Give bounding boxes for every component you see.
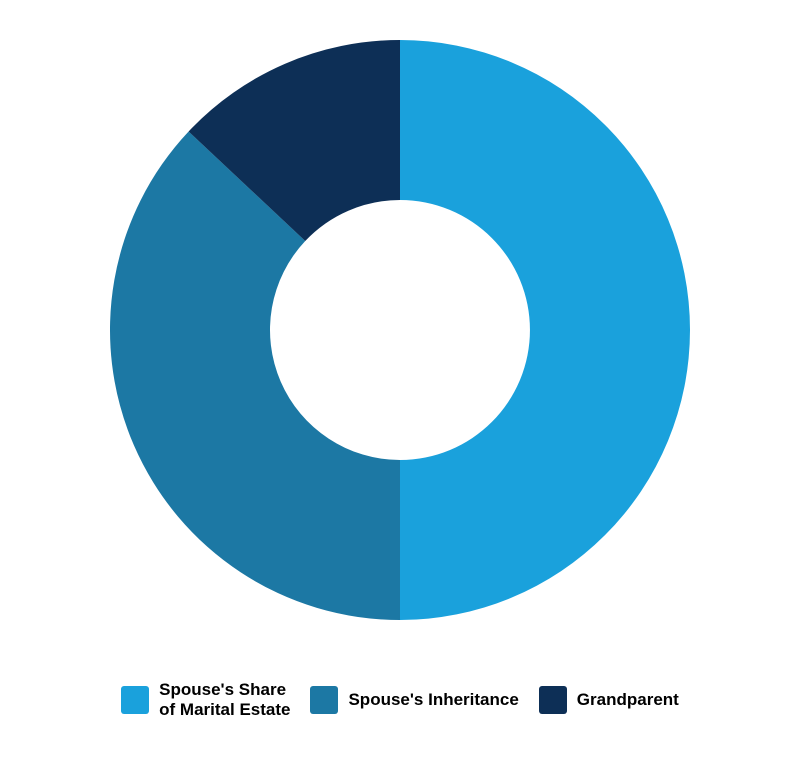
legend-item-spouse_share: Spouse's Share of Marital Estate xyxy=(121,680,290,719)
legend-label-spouse_inheritance: Spouse's Inheritance xyxy=(348,690,518,710)
legend-swatch-spouse_share xyxy=(121,686,149,714)
legend-item-spouse_inheritance: Spouse's Inheritance xyxy=(310,686,518,714)
legend-swatch-grandparent xyxy=(539,686,567,714)
legend-label-spouse_share: Spouse's Share of Marital Estate xyxy=(159,680,290,719)
slice-spouse_share xyxy=(400,40,690,620)
legend-swatch-spouse_inheritance xyxy=(310,686,338,714)
donut-chart: Spouse's Share of Marital Estate Spouse's… xyxy=(0,0,800,757)
legend: Spouse's Share of Marital Estate Spouse's… xyxy=(0,680,800,719)
legend-item-grandparent: Grandparent xyxy=(539,686,679,714)
legend-label-grandparent: Grandparent xyxy=(577,690,679,710)
donut-graphic xyxy=(110,40,690,620)
